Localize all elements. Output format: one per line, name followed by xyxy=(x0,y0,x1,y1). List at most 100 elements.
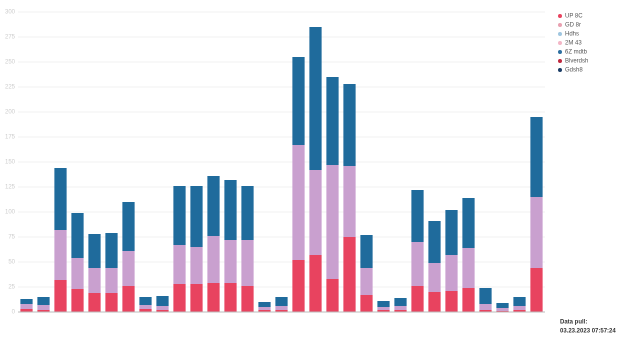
bar-segment xyxy=(292,145,305,260)
bar-segment xyxy=(173,284,186,312)
bar-segment xyxy=(360,295,373,312)
bar-segment xyxy=(513,297,526,306)
bar-segment xyxy=(275,306,288,310)
y-tick-label: 50 xyxy=(8,260,15,266)
legend-swatch xyxy=(558,59,562,63)
legend-swatch xyxy=(558,32,562,36)
bar-segment xyxy=(105,233,118,268)
bar-segment xyxy=(207,283,220,312)
legend-swatch xyxy=(558,14,562,18)
bar-segment xyxy=(343,237,356,312)
y-tick-label: 275 xyxy=(5,35,16,41)
bar-segment xyxy=(241,286,254,312)
bar-segment xyxy=(105,268,118,293)
bar-segment xyxy=(54,280,67,312)
legend-swatch xyxy=(558,41,562,45)
bar-segment xyxy=(156,306,169,310)
bar-segment xyxy=(54,168,67,230)
bar-segment xyxy=(122,202,135,251)
bar-segment xyxy=(139,297,152,305)
y-tick-label: 200 xyxy=(5,110,16,116)
y-tick-label: 175 xyxy=(5,135,16,141)
bar-segment xyxy=(105,293,118,312)
bar-segment xyxy=(462,198,475,248)
bar-segment xyxy=(258,302,271,307)
bar-segment xyxy=(309,255,322,312)
bar-segment xyxy=(190,247,203,284)
bar-segment xyxy=(343,166,356,237)
bar-segment xyxy=(122,251,135,286)
bar-segment xyxy=(360,268,373,295)
bar-segment xyxy=(445,210,458,255)
bar-segment xyxy=(37,310,50,312)
bar-segment xyxy=(309,27,322,170)
bar-segment xyxy=(241,240,254,286)
legend-swatch xyxy=(558,50,562,54)
y-tick-label: 100 xyxy=(5,210,16,216)
bar-segment xyxy=(292,260,305,312)
bar-segment xyxy=(20,299,33,304)
bar-segment xyxy=(411,286,424,312)
bar-segment xyxy=(530,268,543,312)
bar-segment xyxy=(88,268,101,293)
bar-segment xyxy=(428,263,441,292)
legend-label: UP 8C xyxy=(565,14,583,20)
bar-segment xyxy=(122,286,135,312)
y-tick-label: 0 xyxy=(12,310,16,316)
bar-segment xyxy=(275,310,288,312)
bar-segment xyxy=(139,305,152,309)
legend-swatch xyxy=(558,23,562,27)
bar-segment xyxy=(71,258,84,289)
legend-label: Gdsh8 xyxy=(565,68,583,74)
bar-segment xyxy=(462,248,475,288)
annotation: 03.23.2023 07:57:24 xyxy=(560,329,616,335)
y-tick-label: 125 xyxy=(5,185,16,191)
bar-segment xyxy=(258,310,271,312)
bar-segment xyxy=(275,297,288,306)
legend-label: Blverdsh xyxy=(565,59,588,65)
bar-segment xyxy=(479,310,492,312)
bar-segment xyxy=(377,301,390,307)
bar-segment xyxy=(513,310,526,312)
y-tick-label: 300 xyxy=(5,10,16,16)
y-tick-label: 225 xyxy=(5,85,16,91)
bar-segment xyxy=(241,186,254,240)
bar-segment xyxy=(88,234,101,268)
bar-segment xyxy=(462,288,475,312)
legend: UP 8C GD 8r Hdhs 2M 43 6Z mdtb Blverdsh Gdsh8 xyxy=(558,14,588,74)
y-tick-label: 250 xyxy=(5,60,16,66)
legend-label: 2M 43 xyxy=(565,41,582,47)
bar-segment xyxy=(190,186,203,247)
legend-label: Hdhs xyxy=(565,32,579,38)
bar-segment xyxy=(71,213,84,258)
bar-segment xyxy=(156,310,169,312)
y-tick-label: 150 xyxy=(5,160,16,166)
bar-segment xyxy=(326,279,339,312)
bar-segment xyxy=(37,297,50,305)
bar-segment xyxy=(71,289,84,312)
bar-segment xyxy=(479,304,492,310)
bar-segment xyxy=(445,255,458,291)
bar-segment xyxy=(530,117,543,197)
bar-segment xyxy=(173,186,186,245)
bar-segment xyxy=(411,242,424,286)
bar-segment xyxy=(343,84,356,166)
bar-segment xyxy=(292,57,305,145)
bar-segment xyxy=(190,284,203,312)
bar-segment xyxy=(513,306,526,310)
bar-segment xyxy=(496,308,509,311)
bar-segment xyxy=(530,197,543,268)
bar-segment xyxy=(224,240,237,283)
bar-segment xyxy=(496,303,509,308)
bar-segment xyxy=(411,190,424,242)
bar-segment xyxy=(20,304,33,309)
bar-segment xyxy=(309,170,322,255)
bar-segment xyxy=(428,292,441,312)
bar-segment xyxy=(394,306,407,310)
bar-segment xyxy=(326,165,339,279)
legend-swatch xyxy=(558,68,562,72)
bar-segment xyxy=(445,291,458,312)
bar-segment xyxy=(394,310,407,312)
bar-segment xyxy=(360,235,373,268)
